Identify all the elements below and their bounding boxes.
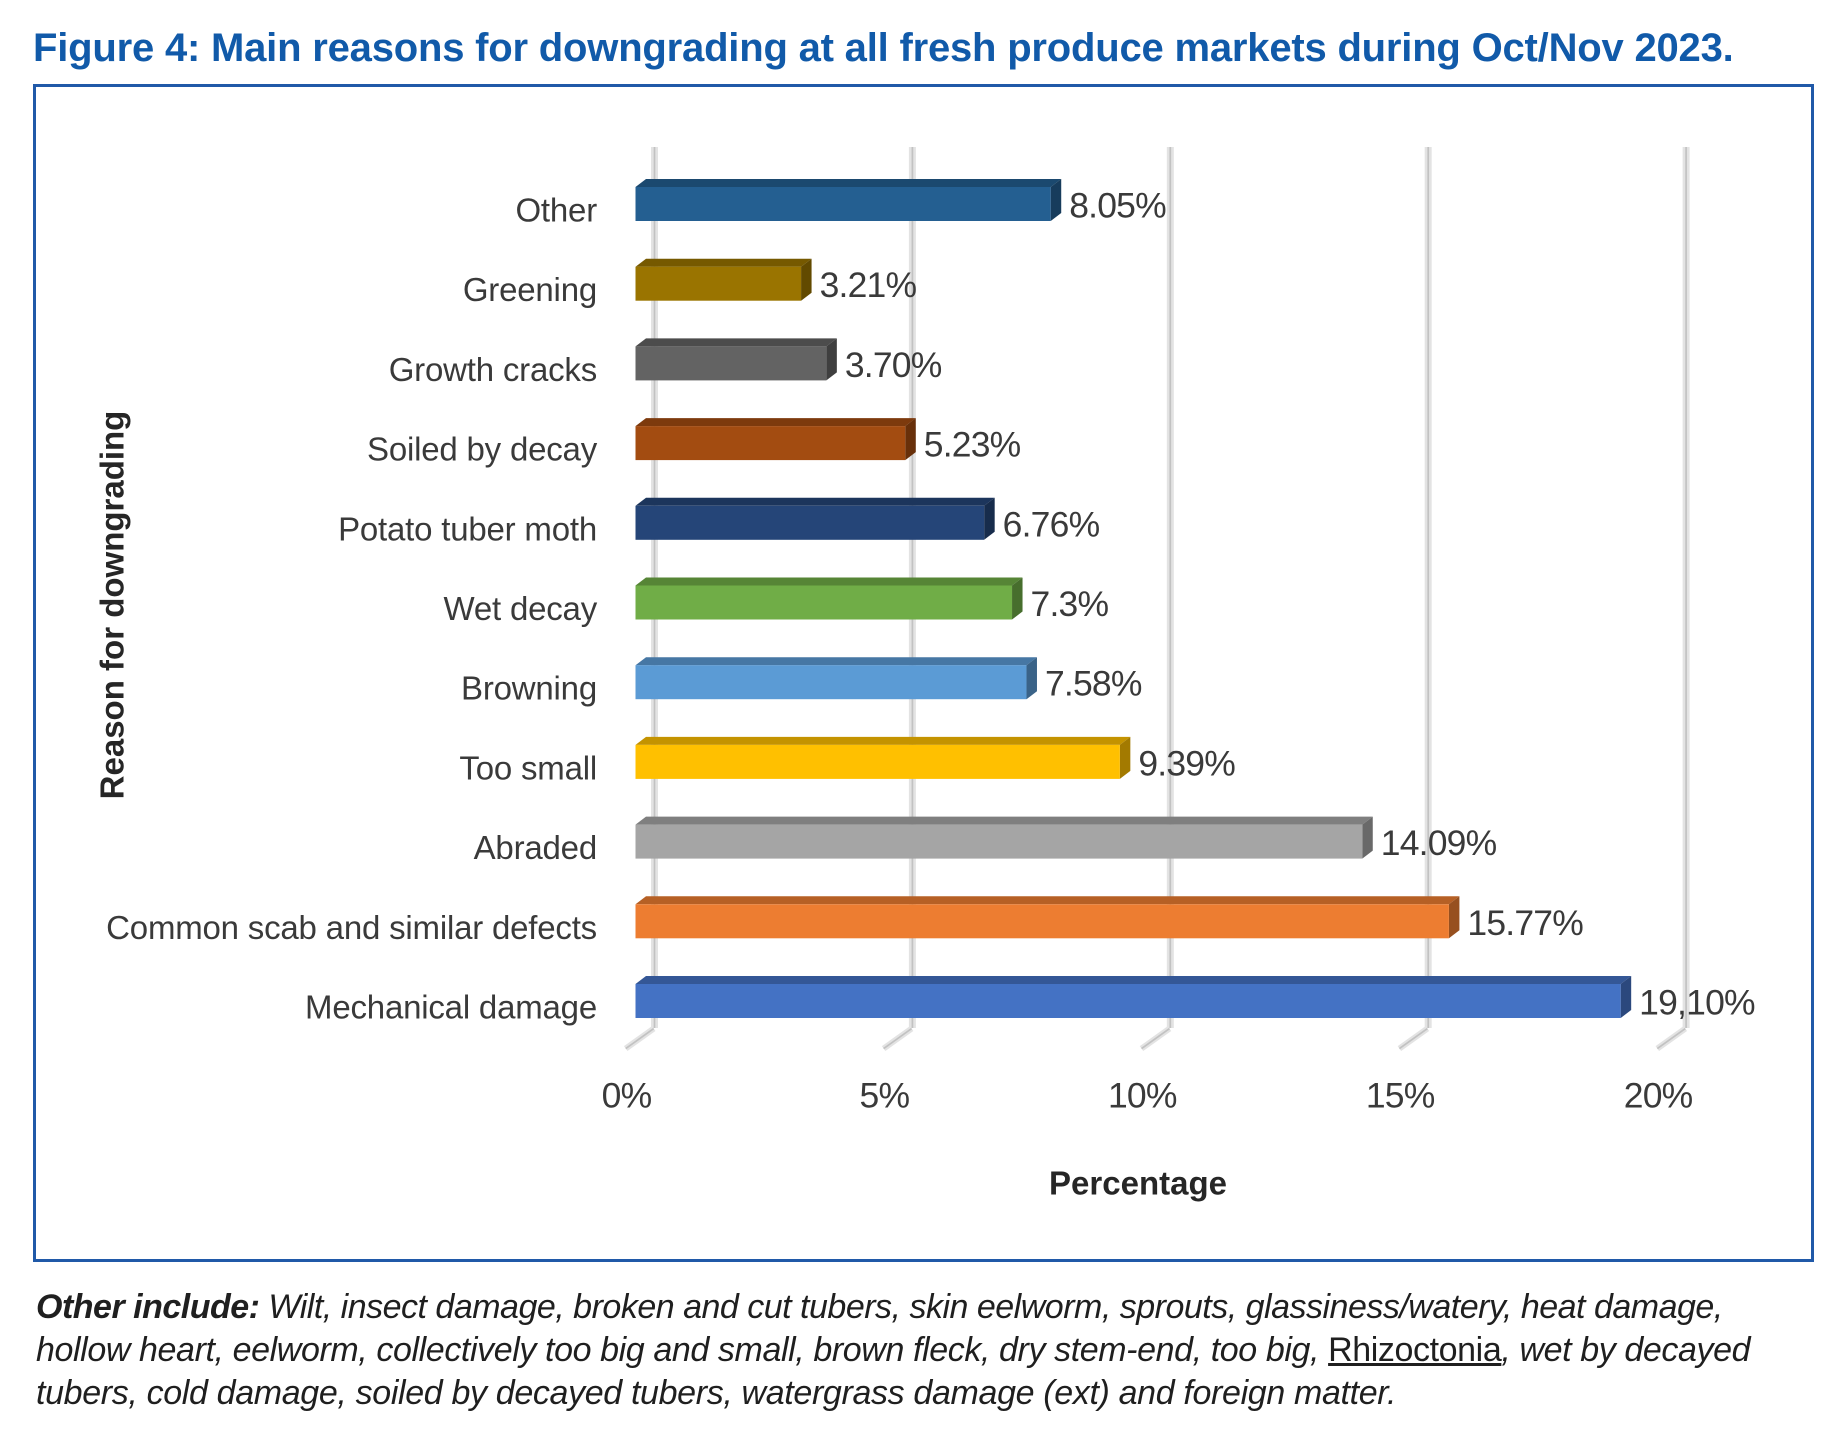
svg-text:Common scab and similar defect: Common scab and similar defects	[106, 909, 597, 946]
svg-text:Reason for downgrading: Reason for downgrading	[94, 411, 131, 800]
svg-text:Too small: Too small	[459, 749, 597, 786]
svg-text:10%: 10%	[1108, 1076, 1177, 1116]
svg-text:3.70%: 3.70%	[845, 345, 942, 385]
svg-text:Wet decay: Wet decay	[444, 590, 598, 627]
svg-text:8.05%: 8.05%	[1069, 186, 1166, 226]
svg-text:Growth cracks: Growth cracks	[389, 351, 597, 388]
svg-text:20%: 20%	[1624, 1076, 1693, 1116]
svg-text:5.23%: 5.23%	[924, 425, 1021, 465]
svg-text:Mechanical damage: Mechanical damage	[305, 989, 597, 1026]
svg-text:6.76%: 6.76%	[1003, 504, 1100, 544]
svg-text:15%: 15%	[1366, 1076, 1435, 1116]
svg-text:7.3%: 7.3%	[1031, 584, 1109, 624]
svg-text:Browning: Browning	[461, 670, 597, 707]
svg-text:Abraded: Abraded	[474, 829, 597, 866]
svg-text:Other: Other	[515, 192, 597, 229]
svg-text:15.77%: 15.77%	[1467, 903, 1583, 943]
svg-text:3.21%: 3.21%	[820, 265, 917, 305]
svg-text:14.09%: 14.09%	[1381, 823, 1497, 863]
svg-text:0%: 0%	[602, 1076, 652, 1116]
svg-text:Potato tuber moth: Potato tuber moth	[338, 510, 597, 547]
svg-text:5%: 5%	[860, 1076, 910, 1116]
svg-text:7.58%: 7.58%	[1045, 664, 1142, 704]
svg-text:Greening: Greening	[463, 271, 597, 308]
svg-text:Soiled by decay: Soiled by decay	[367, 431, 598, 468]
svg-text:19,10%: 19,10%	[1639, 983, 1755, 1023]
svg-text:9.39%: 9.39%	[1138, 743, 1235, 783]
svg-text:Percentage: Percentage	[1049, 1165, 1227, 1202]
